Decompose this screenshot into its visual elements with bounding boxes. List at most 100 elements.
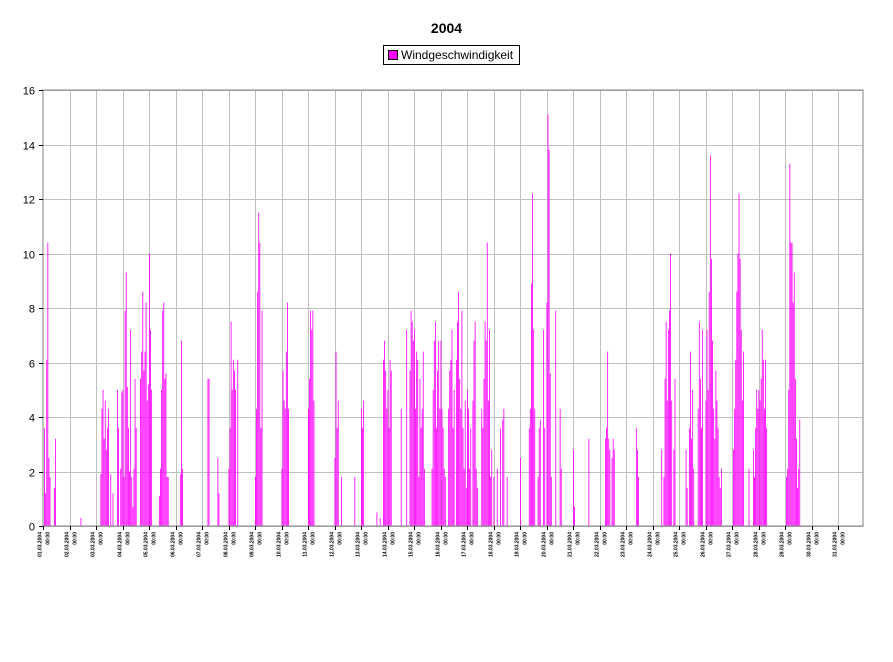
data-bar: [573, 449, 574, 526]
data-bar: [612, 438, 614, 526]
data-bar: [145, 302, 147, 526]
data-bar: [122, 389, 124, 526]
x-tick-label-date: 07.03.2004: [197, 532, 203, 557]
data-bar: [386, 408, 388, 526]
data-bar: [141, 351, 143, 526]
bars: [44, 114, 801, 527]
data-bar: [503, 408, 505, 526]
data-bar: [469, 468, 471, 526]
data-bar: [738, 193, 740, 527]
data-bar: [559, 408, 561, 526]
data-bar: [765, 359, 766, 526]
data-bar: [234, 370, 235, 526]
data-bar: [48, 457, 50, 527]
data-bar: [440, 340, 442, 526]
data-bar: [419, 378, 421, 526]
x-tick-label-time: 00:00: [126, 532, 132, 545]
data-bar: [110, 474, 112, 526]
data-bar: [606, 427, 607, 526]
data-bar: [218, 493, 220, 526]
data-bar: [539, 419, 541, 526]
data-bar: [737, 253, 739, 526]
data-bar: [390, 370, 392, 526]
data-bar: [709, 155, 711, 526]
data-bar: [379, 517, 381, 526]
data-bar: [717, 427, 719, 526]
data-bar: [716, 400, 718, 526]
x-tick-label-date: 04.03.2004: [118, 532, 124, 557]
data-bar: [334, 457, 336, 527]
x-tick-label-date: 24.03.2004: [648, 532, 654, 557]
x-tick-label-date: 17.03.2004: [462, 532, 468, 557]
x-tick-label-time: 00:00: [629, 532, 635, 545]
data-bar: [140, 378, 141, 526]
data-bar: [486, 242, 488, 526]
data-bar: [44, 427, 45, 526]
data-bar: [49, 476, 51, 526]
data-bar: [790, 242, 792, 526]
data-bar: [235, 389, 236, 526]
data-bar: [752, 449, 754, 526]
data-bar: [311, 329, 313, 526]
data-bar: [438, 340, 440, 526]
data-bar: [791, 242, 793, 526]
data-bar: [257, 291, 259, 526]
data-bar: [520, 457, 521, 527]
data-bar: [761, 329, 763, 526]
data-bar: [312, 310, 314, 526]
x-tick-label-time: 00:00: [762, 532, 768, 545]
data-bar: [388, 427, 390, 526]
data-bar: [788, 389, 790, 526]
data-bar: [256, 408, 257, 526]
data-bar: [418, 476, 420, 526]
data-bar: [472, 400, 474, 526]
x-tick-label-time: 00:00: [73, 532, 79, 545]
data-bar: [487, 400, 489, 526]
data-bar: [308, 408, 309, 526]
data-bar: [490, 476, 492, 526]
data-bar: [664, 378, 666, 526]
data-bar: [720, 468, 722, 526]
x-tick-label-time: 00:00: [258, 532, 264, 545]
x-tick-label-date: 16.03.2004: [436, 532, 442, 557]
data-bar: [794, 378, 796, 526]
data-bar: [691, 438, 692, 526]
data-bar: [449, 370, 451, 526]
data-bar: [502, 419, 504, 526]
x-tick-label-time: 00:00: [232, 532, 238, 545]
x-tick-label-date: 13.03.2004: [356, 532, 362, 557]
data-bar: [764, 408, 765, 526]
data-bar: [528, 427, 530, 526]
x-tick-label-time: 00:00: [497, 532, 503, 545]
x-tick-label-date: 18.03.2004: [489, 532, 495, 557]
data-bar: [443, 468, 445, 526]
data-bar: [389, 359, 391, 526]
data-bar: [161, 389, 162, 526]
x-tick-label-time: 00:00: [311, 532, 317, 545]
data-bar: [261, 310, 263, 526]
data-bar: [555, 310, 557, 526]
data-bar: [793, 272, 795, 526]
data-bar: [560, 468, 562, 526]
data-bar: [740, 329, 742, 526]
data-bar: [733, 449, 734, 526]
data-bar: [534, 408, 536, 526]
data-bar: [135, 427, 137, 526]
data-bar: [548, 149, 550, 526]
data-bar: [182, 468, 183, 526]
x-tick-label-date: 12.03.2004: [330, 532, 336, 557]
data-bar: [434, 321, 436, 527]
data-bar: [283, 400, 285, 526]
data-bar: [105, 449, 107, 526]
data-bar: [485, 340, 487, 526]
data-bar: [757, 408, 759, 526]
data-bar: [437, 370, 439, 526]
data-bar: [258, 212, 260, 527]
data-bar: [500, 427, 501, 526]
data-bar: [786, 476, 787, 526]
data-bar: [229, 427, 231, 526]
data-bar: [635, 427, 637, 526]
data-bar: [439, 408, 441, 526]
data-bar: [412, 340, 414, 526]
data-bar: [55, 438, 56, 526]
